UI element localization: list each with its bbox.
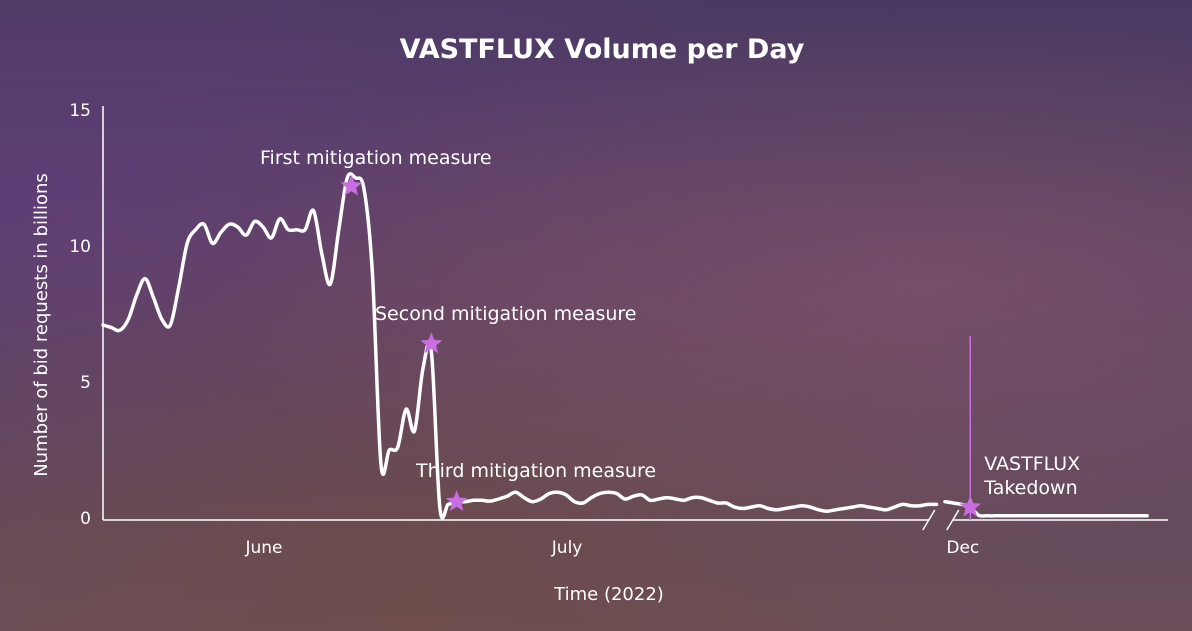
y-axis-title: Number of bid requests in billions [31,173,52,477]
y-axis-ticks: 0 5 10 15 [69,101,91,529]
annotation-star-icon [340,174,363,196]
annotation-star-icon [420,332,443,354]
x-axis-ticks: June July Dec [244,538,979,558]
chart-title: VASTFLUX Volume per Day [400,34,805,65]
series-group [101,171,1149,520]
annotation-star-icon [959,495,982,517]
series-line-segment [101,171,939,520]
y-tick-label: 0 [80,509,91,529]
y-tick-label: 5 [80,373,91,393]
axis-break-mark [946,509,960,531]
annotation-label: Second mitigation measure [375,303,636,325]
annotation-label: Third mitigation measure [415,460,656,482]
x-axis-line [103,509,1168,531]
y-tick-label: 10 [69,237,91,257]
x-tick-label: Dec [946,538,979,558]
x-tick-label: June [244,538,282,558]
x-axis-title: Time (2022) [553,584,664,605]
y-tick-label: 15 [69,101,91,121]
annotation-label: VASTFLUX Takedown [983,453,1080,499]
annotation-label: First mitigation measure [260,147,492,169]
axis-break-mark [922,509,936,531]
annotation-star-icon [445,490,468,511]
x-tick-label: July [551,538,583,558]
series-line-segment [943,499,1149,518]
annotations-group: First mitigation measure Second mitigatio… [260,147,1080,520]
